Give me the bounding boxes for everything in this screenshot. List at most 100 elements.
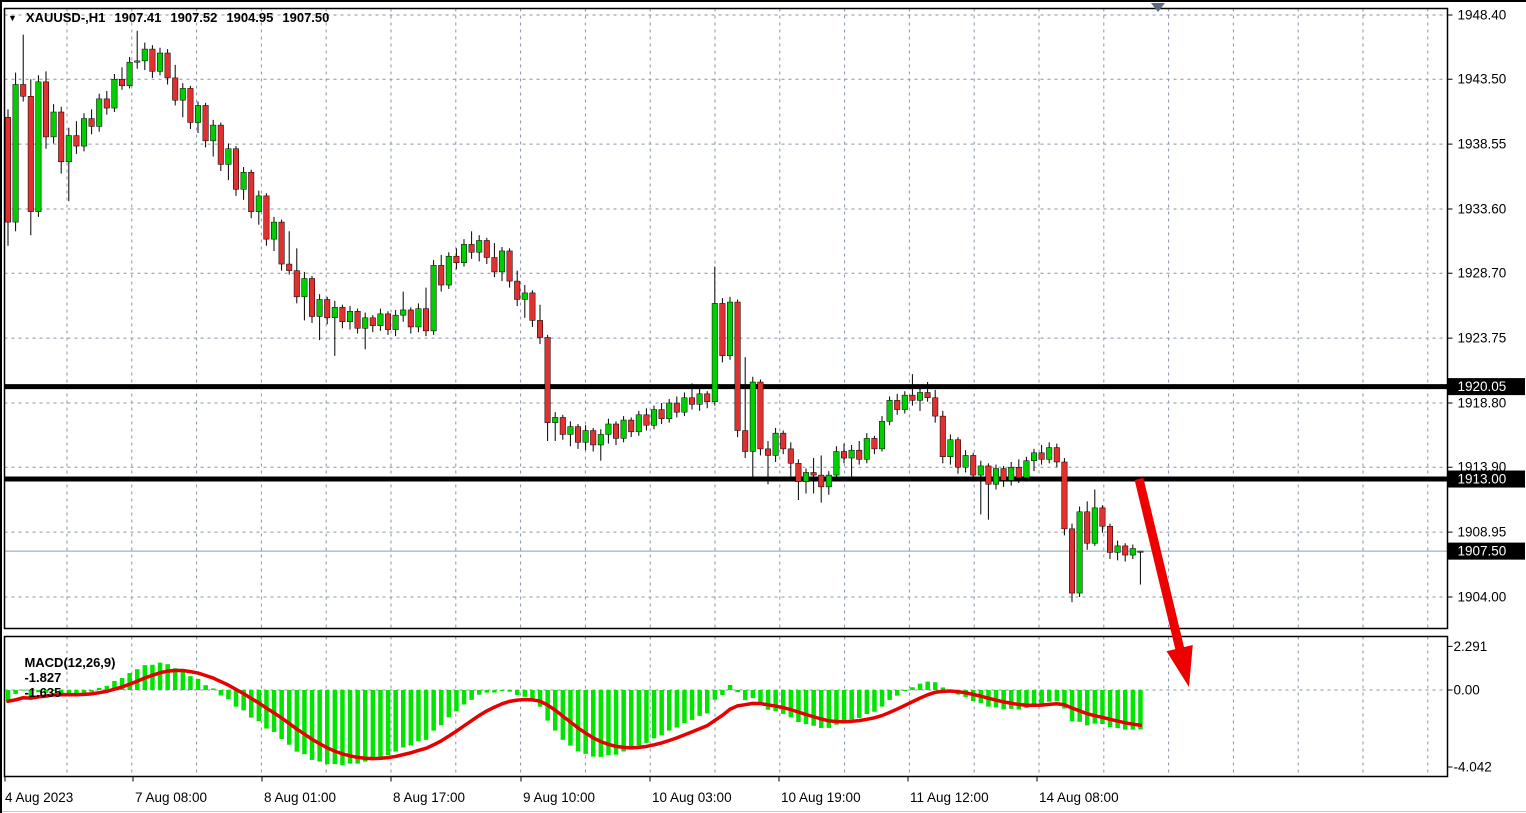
macd-bar xyxy=(1009,690,1014,709)
macd-bar xyxy=(218,690,224,696)
candle-body xyxy=(993,468,999,485)
trend-arrow-shaft[interactable] xyxy=(1134,477,1186,655)
ohlc-close: 1907.50 xyxy=(282,10,330,25)
candle-body xyxy=(689,397,695,405)
macd-bar xyxy=(895,690,900,696)
candle-body xyxy=(552,417,559,423)
price-level-badge-label: 1913.00 xyxy=(1458,472,1507,487)
macd-bar xyxy=(13,690,18,694)
candle-body xyxy=(917,392,923,401)
macd-bar xyxy=(393,690,398,752)
macd-bar xyxy=(674,690,680,728)
candle-body xyxy=(894,400,901,410)
candle-body xyxy=(293,270,300,298)
macd-bar xyxy=(841,690,847,723)
macd-bar xyxy=(378,690,383,757)
trend-arrow-head[interactable] xyxy=(1166,644,1193,687)
macd-bar xyxy=(857,690,862,718)
price-tick-label: 1933.60 xyxy=(1458,202,1507,217)
macd-bar xyxy=(613,690,619,755)
macd-bar xyxy=(317,690,322,762)
candle-body xyxy=(149,48,156,72)
macd-bar xyxy=(112,680,117,690)
time-tick-label: 11 Aug 12:00 xyxy=(910,790,989,805)
candle-body xyxy=(879,421,885,450)
price-tick-label: 1928.70 xyxy=(1458,266,1507,281)
candle-body xyxy=(757,381,764,450)
candle-body xyxy=(962,455,969,468)
candle-body xyxy=(1038,452,1045,460)
candle-body xyxy=(681,397,688,413)
macd-bar xyxy=(1069,690,1075,722)
candle-body xyxy=(407,309,414,328)
trend-arrow[interactable] xyxy=(1134,477,1193,687)
candle-body xyxy=(537,320,543,338)
candle-body xyxy=(453,255,460,263)
price-axis: 1948.40 1943.50 1938.55 1933.60 1928.70 1923.… xyxy=(1447,8,1525,775)
price-tick-label: 1918.80 xyxy=(1458,396,1507,411)
macd-bar xyxy=(879,690,885,707)
time-tick-label: 7 Aug 08:00 xyxy=(135,790,207,805)
macd-signal-value: -1.635 xyxy=(24,685,62,700)
candle-body xyxy=(430,265,437,332)
candle-body xyxy=(932,397,939,417)
macd-bar xyxy=(423,690,429,740)
price-level-badge xyxy=(1448,470,1525,488)
candle-body xyxy=(658,409,665,419)
time-tick-label: 10 Aug 03:00 xyxy=(652,790,732,805)
candle-body xyxy=(119,78,125,87)
candle-body xyxy=(1008,466,1015,481)
candle-body xyxy=(233,148,239,190)
candle-body xyxy=(559,417,566,435)
candle-body xyxy=(339,307,346,322)
candle-body xyxy=(491,257,498,273)
candle-body xyxy=(909,394,916,401)
price-tick-label: 1943.50 xyxy=(1458,72,1507,87)
last-bar-marker-icon xyxy=(1151,3,1165,12)
candle-body xyxy=(970,455,977,476)
macd-bar xyxy=(1077,690,1082,722)
macd-bar xyxy=(758,690,763,705)
ohlc-low: 1904.95 xyxy=(226,10,274,25)
candle-body xyxy=(749,381,756,452)
macd-bar xyxy=(180,670,186,690)
macd-bar xyxy=(461,690,467,705)
candle-body xyxy=(939,415,946,457)
macd-bar xyxy=(1100,690,1105,725)
macd-bar xyxy=(750,690,756,699)
macd-bar xyxy=(484,690,490,693)
candle-body xyxy=(734,301,741,431)
price-tick-label: 1938.55 xyxy=(1458,137,1507,152)
candle-body xyxy=(780,432,787,450)
time-tick-label: 8 Aug 17:00 xyxy=(393,790,465,805)
candle-body xyxy=(704,393,711,402)
macd-bar xyxy=(499,690,505,691)
candle-body xyxy=(377,313,384,326)
macd-bar xyxy=(575,690,581,752)
macd-bar xyxy=(59,690,64,695)
macd-bar xyxy=(667,690,672,731)
candle-body xyxy=(841,451,847,459)
macd-bar xyxy=(416,690,421,742)
candle-body xyxy=(1129,548,1136,556)
macd-bar xyxy=(294,690,300,752)
price-level-lines[interactable] xyxy=(4,384,1448,482)
macd-bar xyxy=(796,690,801,722)
macd-bar xyxy=(385,690,391,756)
macd-bar xyxy=(583,690,588,754)
candle-body xyxy=(871,438,878,450)
window-bottom-edge xyxy=(0,811,1526,812)
macd-bar xyxy=(363,690,368,762)
macd-bar xyxy=(150,664,155,690)
symbol-dropdown-icon[interactable]: ▼ xyxy=(8,12,17,23)
macd-bar xyxy=(469,690,474,700)
candle-body xyxy=(506,250,513,282)
macd-bar xyxy=(1138,690,1143,730)
macd-bar xyxy=(712,690,718,700)
macd-bar xyxy=(591,690,596,757)
macd-bar xyxy=(910,687,915,690)
macd-tick-label: 2.291 xyxy=(1454,639,1488,654)
macd-bar xyxy=(401,690,406,748)
